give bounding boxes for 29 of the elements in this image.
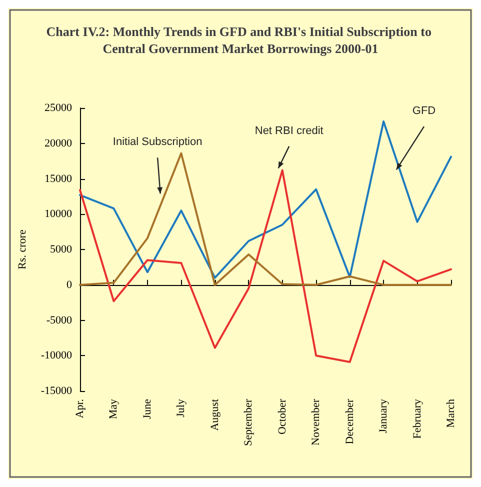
series-label: Initial Subscription — [112, 136, 202, 148]
y-tick-label: -5000 — [46, 314, 72, 326]
x-tick-label: February — [411, 398, 424, 439]
y-tick-label: 0 — [66, 278, 72, 291]
x-tick-label: May — [108, 398, 120, 420]
x-tick-label: August — [208, 399, 221, 431]
line-series — [79, 120, 452, 279]
line-series — [79, 169, 452, 363]
y-tick-label: 5000 — [50, 244, 72, 256]
y-tick-label: -15000 — [40, 385, 72, 397]
x-tick-label: January — [378, 398, 390, 434]
chart-title: Chart IV.2: Monthly Trends in GFD and RBI's Initial Subscription to Central Government Market Borrowings 2000-01 — [46, 24, 435, 56]
y-tick-label: 10000 — [44, 208, 72, 220]
x-tick-label: December — [344, 398, 356, 444]
y-tick-label: 25000 — [44, 102, 72, 114]
y-tick-label: -10000 — [40, 350, 72, 362]
x-tick-label: October — [276, 398, 288, 434]
x-tick-label: Apr. — [74, 398, 86, 418]
x-tick-label: June — [141, 398, 154, 420]
x-tick-label: September — [242, 398, 255, 446]
text: GFD — [412, 104, 436, 117]
x-tick-label: November — [310, 398, 322, 446]
line-series — [79, 152, 452, 286]
y-tick-label: 15000 — [44, 172, 72, 185]
y-axis-title: Rs. crore — [16, 230, 28, 270]
text: Net RBI credit — [254, 124, 324, 137]
x-tick-label: March — [445, 398, 457, 428]
x-tick-label: July — [175, 398, 188, 418]
y-tick-label: 20000 — [44, 137, 72, 150]
